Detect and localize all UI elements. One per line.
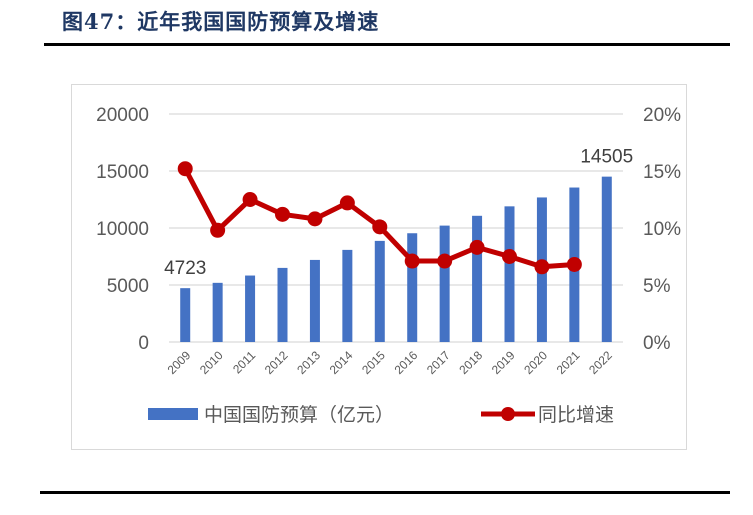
bar-2019 [504, 206, 515, 342]
legend-line-marker [501, 407, 515, 421]
bar-2018 [472, 215, 483, 342]
legend-line-label: 同比增速 [538, 404, 614, 426]
growth-marker-2017 [437, 253, 453, 269]
x-tick: 2009 [165, 348, 194, 377]
bar-2017 [439, 225, 450, 342]
y-left-tick: 20000 [96, 105, 149, 126]
growth-marker-2013 [307, 211, 323, 227]
bar-2014 [342, 249, 353, 342]
growth-marker-2012 [275, 206, 290, 222]
x-tick: 2010 [197, 348, 226, 377]
x-tick: 2019 [489, 348, 518, 377]
y-right-tick: 15% [643, 162, 681, 183]
growth-marker-2011 [242, 192, 258, 207]
chart-container: 0 5000 10000 15000 20000 0% 5% 10% 15% 20% 2009 201… [71, 84, 687, 450]
bar-2010 [212, 282, 223, 342]
growth-marker-2014 [339, 195, 355, 211]
growth-marker-2020 [534, 259, 550, 275]
legend-bar-swatch [148, 408, 198, 420]
x-tick: 2021 [554, 348, 583, 377]
x-tick: 2016 [392, 348, 421, 377]
figure-title: 图47：近年我国国防预算及增速 [62, 9, 380, 34]
bar-2009 [180, 288, 191, 342]
bar-2022 [601, 176, 612, 342]
y-right-tick: 10% [643, 219, 681, 240]
x-tick: 2017 [424, 348, 453, 377]
x-tick: 2015 [359, 348, 388, 377]
x-tick: 2022 [586, 348, 615, 377]
y-left-tick: 0 [138, 333, 149, 354]
x-tick: 2011 [230, 348, 258, 376]
y-right-tick: 0% [643, 333, 671, 354]
x-tick: 2014 [327, 348, 356, 377]
bar-2013 [309, 259, 320, 342]
x-tick: 2018 [456, 348, 485, 377]
x-tick: 2013 [294, 348, 323, 377]
growth-marker-2015 [372, 219, 388, 235]
data-label: 4723 [164, 258, 206, 279]
y-right-tick: 5% [643, 276, 671, 297]
growth-marker-2021 [566, 256, 582, 272]
growth-marker-2019 [502, 249, 517, 264]
title-rule [44, 43, 730, 46]
x-tick: 2020 [521, 348, 550, 377]
growth-marker-2009 [177, 161, 193, 177]
y-right-tick: 20% [643, 105, 681, 126]
x-tick: 2012 [262, 348, 291, 377]
bar-2016 [407, 233, 418, 342]
y-left-tick: 5000 [107, 276, 149, 297]
bar-2012 [277, 267, 288, 342]
growth-marker-2010 [210, 222, 226, 238]
y-left-tick: 15000 [96, 162, 149, 183]
bar-2011 [245, 275, 256, 342]
legend-bar-label: 中国国防预算（亿元） [204, 404, 394, 426]
data-label: 14505 [580, 147, 633, 168]
growth-marker-2018 [469, 239, 485, 255]
y-left-tick: 10000 [96, 219, 149, 240]
bar-2015 [374, 240, 385, 342]
bottom-rule [40, 491, 730, 494]
growth-marker-2016 [404, 253, 420, 269]
